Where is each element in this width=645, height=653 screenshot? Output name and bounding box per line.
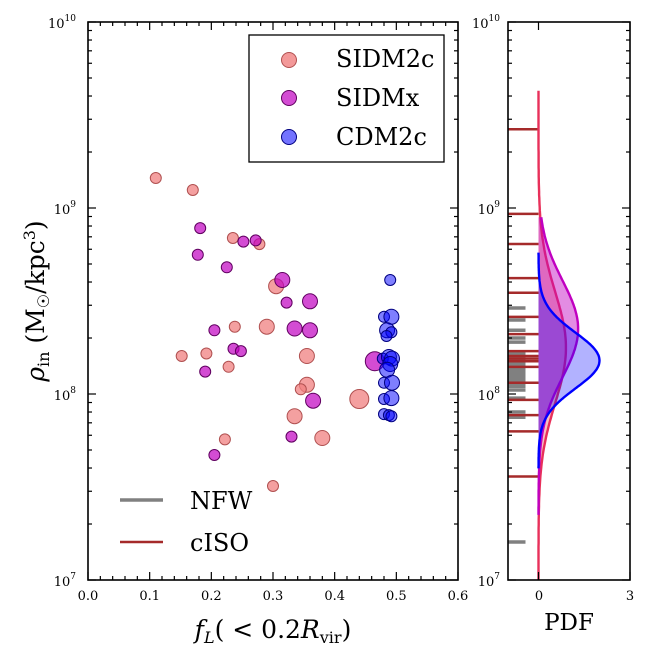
scatter-point-sidm2c <box>175 350 188 362</box>
scatter-point-sidm2c <box>349 389 370 409</box>
x-tick-label: 0.6 <box>448 589 469 604</box>
scatter-x-axis-title: fL( < 0.2Rvir) <box>193 615 352 647</box>
scatter-point-sidmx <box>274 272 291 288</box>
x-tick-label: 0.1 <box>139 589 160 604</box>
scatter-point-cdm2c <box>383 390 400 407</box>
legend-label-ciso: cISO <box>190 529 249 557</box>
scatter-point-sidmx <box>191 248 204 261</box>
pdf-rug-lines <box>508 128 539 544</box>
x-tick-label: 0.4 <box>324 589 345 604</box>
scatter-point-sidm2c <box>298 348 315 364</box>
scatter-point-cdm2c <box>380 330 393 342</box>
y-tick-label: 1010 <box>48 14 76 32</box>
scatter-point-sidm2c <box>314 430 331 446</box>
pdf-y-tick-labels: 107 108 109 1010 <box>472 14 500 590</box>
pdf-curve-cdm2c <box>537 252 601 469</box>
scatter-x-tick-labels: 0.0 0.1 0.2 0.3 0.4 0.5 0.6 <box>78 589 469 604</box>
scatter-point-sidmx <box>194 222 207 235</box>
scatter-point-sidmx <box>286 320 303 337</box>
pdf-y-tick-label: 107 <box>478 572 501 590</box>
pdf-plot-area <box>508 22 630 580</box>
scatter-point-sidm2c <box>258 318 275 335</box>
line-legend: NFW cISO <box>120 487 253 557</box>
scatter-point-sidmx <box>305 392 322 409</box>
legend-marker-sidmx <box>281 90 297 106</box>
scatter-point-sidmx <box>302 322 318 339</box>
legend-marker-sidm2c <box>281 52 297 68</box>
pdf-y-tick-label: 1010 <box>472 14 500 32</box>
y-tick-label: 109 <box>54 200 77 218</box>
scatter-point-sidm2c <box>294 383 307 396</box>
scatter-frame <box>87 21 459 581</box>
x-tick-label: 0.2 <box>201 589 222 604</box>
pdf-fill-sidmx <box>538 217 579 515</box>
pdf-curves <box>537 90 601 581</box>
scatter-points <box>149 172 400 492</box>
x-tick-label: 0.5 <box>386 589 407 604</box>
y-tick-label: 108 <box>54 386 77 404</box>
legend-label-cdm2c: CDM2c <box>336 123 427 151</box>
pdf-x-tick-labels: 0 3 <box>535 589 634 604</box>
scatter-point-sidmx <box>280 296 293 309</box>
scatter-point-sidmx <box>234 345 247 358</box>
scatter-point-sidm2c <box>226 232 239 244</box>
scatter-point-sidm2c <box>228 320 241 333</box>
x-tick-label: 0.3 <box>263 589 284 604</box>
pdf-y-tick-label: 109 <box>478 200 501 218</box>
scatter-point-sidm2c <box>200 347 213 360</box>
legend-label-nfw: NFW <box>190 487 253 515</box>
scatter-point-sidm2c <box>218 433 231 446</box>
pdf-y-tick-label: 108 <box>478 386 501 404</box>
pdf-fill-sidm2c <box>538 90 566 581</box>
legend-marker-cdm2c <box>281 129 297 145</box>
scatter-panel: 0.0 0.1 0.2 0.3 0.4 0.5 0.6 107 108 109 … <box>20 14 468 647</box>
pdf-panel: 0 3 107 108 109 1010 PDF <box>472 14 634 636</box>
pdf-x-axis-title: PDF <box>544 610 594 636</box>
scatter-point-cdm2c <box>384 274 397 286</box>
pdf-frame <box>507 21 631 581</box>
scatter-point-sidm2c <box>286 408 303 425</box>
scatter-point-sidm2c <box>222 360 235 373</box>
legend-label-sidm2c: SIDM2c <box>336 45 434 73</box>
scatter-point-sidmx <box>220 261 233 274</box>
scatter-y-tick-labels: 107 108 109 1010 <box>48 14 76 590</box>
scatter-point-sidm2c <box>186 184 199 196</box>
scatter-point-sidmx <box>208 449 221 461</box>
x-tick-label: 0.0 <box>78 589 99 604</box>
scatter-point-sidmx <box>285 430 298 443</box>
scatter-y-axis-title: ρin (M☉/kpc3) <box>20 220 53 382</box>
scatter-point-sidm2c <box>267 480 279 492</box>
pdf-x-tick-label: 3 <box>626 589 634 604</box>
pdf-fill-cdm2c <box>538 252 600 469</box>
scatter-legend: SIDM2c SIDMx CDM2c <box>248 34 445 163</box>
pdf-x-tick-label: 0 <box>535 589 543 604</box>
scatter-point-cdm2c <box>385 410 398 423</box>
y-tick-label: 107 <box>54 572 77 590</box>
scatter-point-sidm2c <box>149 172 162 184</box>
scatter-point-sidmx <box>249 234 262 247</box>
scatter-point-sidmx <box>302 293 318 310</box>
legend-label-sidmx: SIDMx <box>336 84 420 112</box>
scatter-point-sidmx <box>208 324 221 337</box>
scatter-point-sidmx <box>237 235 250 248</box>
scatter-point-sidmx <box>199 365 212 378</box>
scatter-point-cdm2c <box>383 308 400 325</box>
scatter-point-cdm2c <box>384 374 400 391</box>
